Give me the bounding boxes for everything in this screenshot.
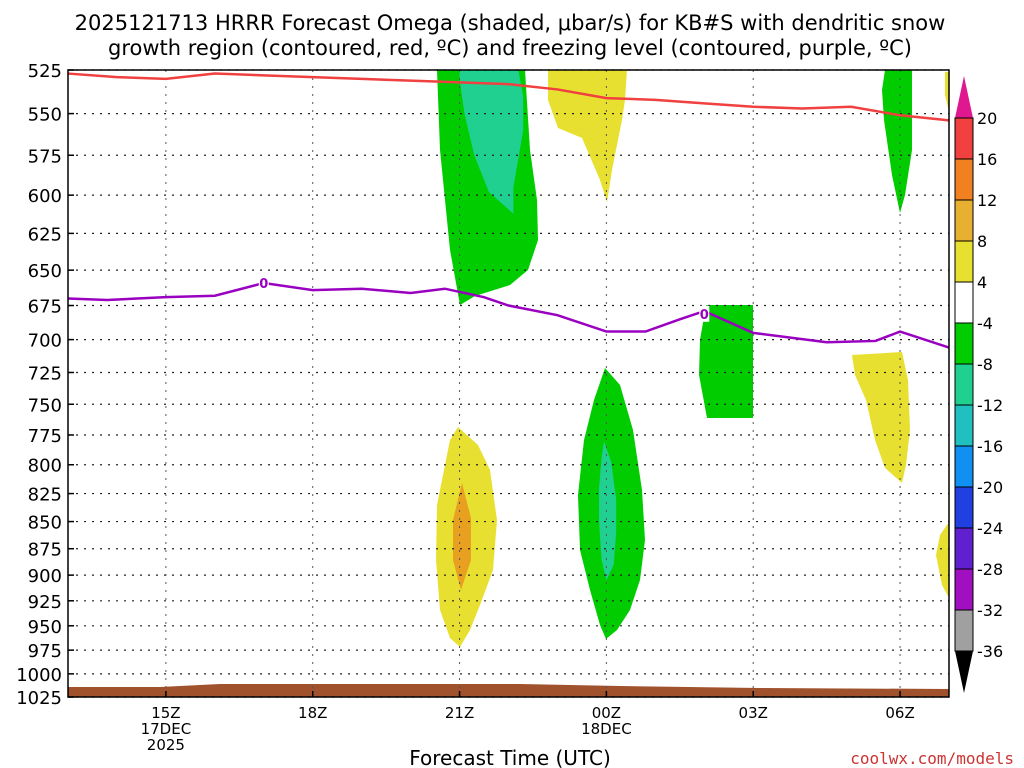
omega-region-green-02z (699, 305, 753, 418)
omega-neg-12-upper (459, 70, 524, 214)
y-tick-label: 1000 (16, 665, 62, 686)
plot-frame (67, 69, 950, 698)
contours: 00 (67, 72, 950, 349)
colorbar-swatch (954, 609, 974, 652)
watermark: coolwx.com/models (850, 749, 1014, 768)
colorbar-label: 4 (977, 273, 987, 292)
colorbar-label: -28 (977, 560, 1003, 579)
colorbar: 20 16 12 8 4 -4 -8 -12 -16 -20 -24 -28 -32 -36 (954, 76, 1003, 693)
omega-region-yellow-rightedge (936, 522, 949, 598)
colorbar-label: 12 (977, 191, 997, 210)
colorbar-label: -24 (977, 519, 1003, 538)
colorbar-label: 20 (977, 109, 997, 128)
chart-title: 2025121713 HRRR Forecast Omega (shaded, … (75, 11, 946, 60)
y-tick-label: 750 (28, 395, 62, 416)
y-tick-label: 900 (28, 566, 62, 587)
freezing-label-bg (258, 275, 269, 292)
dgz-contour-line (67, 72, 950, 122)
colorbar-swatch (954, 445, 974, 488)
colorbar-label: -8 (977, 355, 993, 374)
colorbar-bottom-arrow (955, 651, 973, 693)
x-tick-label: 21Z (445, 704, 474, 722)
y-tick-label: 675 (28, 297, 62, 318)
omega-region-green-06z (882, 70, 912, 213)
freezing-label-bg (699, 305, 710, 322)
colorbar-label: -16 (977, 437, 1003, 456)
colorbar-swatch (954, 322, 974, 365)
x-tick-label: 2025 (147, 736, 185, 754)
y-tick-label: 950 (28, 617, 62, 638)
colorbar-swatch (954, 158, 974, 201)
x-tick-label: 18Z (298, 704, 327, 722)
y-tick-label: 650 (28, 261, 62, 282)
y-tick-label: 700 (28, 331, 62, 352)
omega-region-yellow-06z (852, 352, 910, 483)
colorbar-label: 8 (977, 232, 987, 251)
y-tick-label: 550 (28, 105, 62, 126)
x-tick-label: 00Z (592, 704, 621, 722)
y-tick-label: 525 (28, 61, 62, 82)
colorbar-label: -4 (977, 314, 993, 333)
colorbar-label: -20 (977, 478, 1003, 497)
x-tick-label: 15Z (151, 704, 180, 722)
colorbar-swatch (954, 486, 974, 529)
y-tick-label: 825 (28, 485, 62, 506)
omega-neg-8-lower (599, 441, 617, 581)
y-tick-label: 925 (28, 592, 62, 613)
omega-region-yellow-topright (945, 72, 949, 112)
x-tick-label: 18DEC (581, 720, 632, 738)
x-tick-label: 03Z (739, 704, 768, 722)
colorbar-swatch (954, 281, 974, 324)
x-tick-label: 06Z (885, 704, 914, 722)
terrain-strip (68, 684, 949, 697)
colorbar-top-arrow (955, 76, 973, 118)
colorbar-swatch (954, 404, 974, 447)
omega-region-yellow-upper (548, 70, 627, 202)
shaded-omega (68, 70, 949, 697)
chart-title-line-1: 2025121713 HRRR Forecast Omega (shaded, … (75, 11, 946, 35)
omega-region-orange-lower (453, 483, 471, 590)
colorbar-label: -12 (977, 396, 1003, 415)
colorbar-label: -32 (977, 601, 1003, 620)
y-tick-label: 800 (28, 456, 62, 477)
colorbar-swatch (954, 527, 974, 570)
x-axis-label: Forecast Time (UTC) (409, 746, 611, 768)
y-tick-label: 1025 (16, 688, 62, 709)
colorbar-swatch (954, 199, 974, 242)
y-tick-label: 600 (28, 186, 62, 207)
y-tick-label: 775 (28, 426, 62, 447)
freezing-level-label: 0 (700, 308, 709, 323)
freezing-level-line (67, 281, 950, 349)
axes: 525 550 575 600 625 650 675 700 725 750 775 800 825 8… (16, 61, 950, 754)
x-tick-label: 17DEC (141, 720, 192, 738)
colorbar-label: 16 (977, 150, 997, 169)
freezing-level-label: 0 (259, 277, 268, 292)
chart-title-line-2: growth region (contoured, red, ºC) and f… (108, 36, 912, 60)
colorbar-swatch (954, 363, 974, 406)
y-tick-label: 575 (28, 146, 62, 167)
colorbar-swatch (954, 117, 974, 160)
y-tick-label: 625 (28, 224, 62, 245)
y-tick-label: 725 (28, 363, 62, 384)
y-tick-label: 875 (28, 540, 62, 561)
y-tick-label: 850 (28, 513, 62, 534)
colorbar-swatch (954, 240, 974, 283)
colorbar-label: -36 (977, 642, 1003, 661)
y-tick-label: 975 (28, 641, 62, 662)
colorbar-swatch (954, 568, 974, 611)
